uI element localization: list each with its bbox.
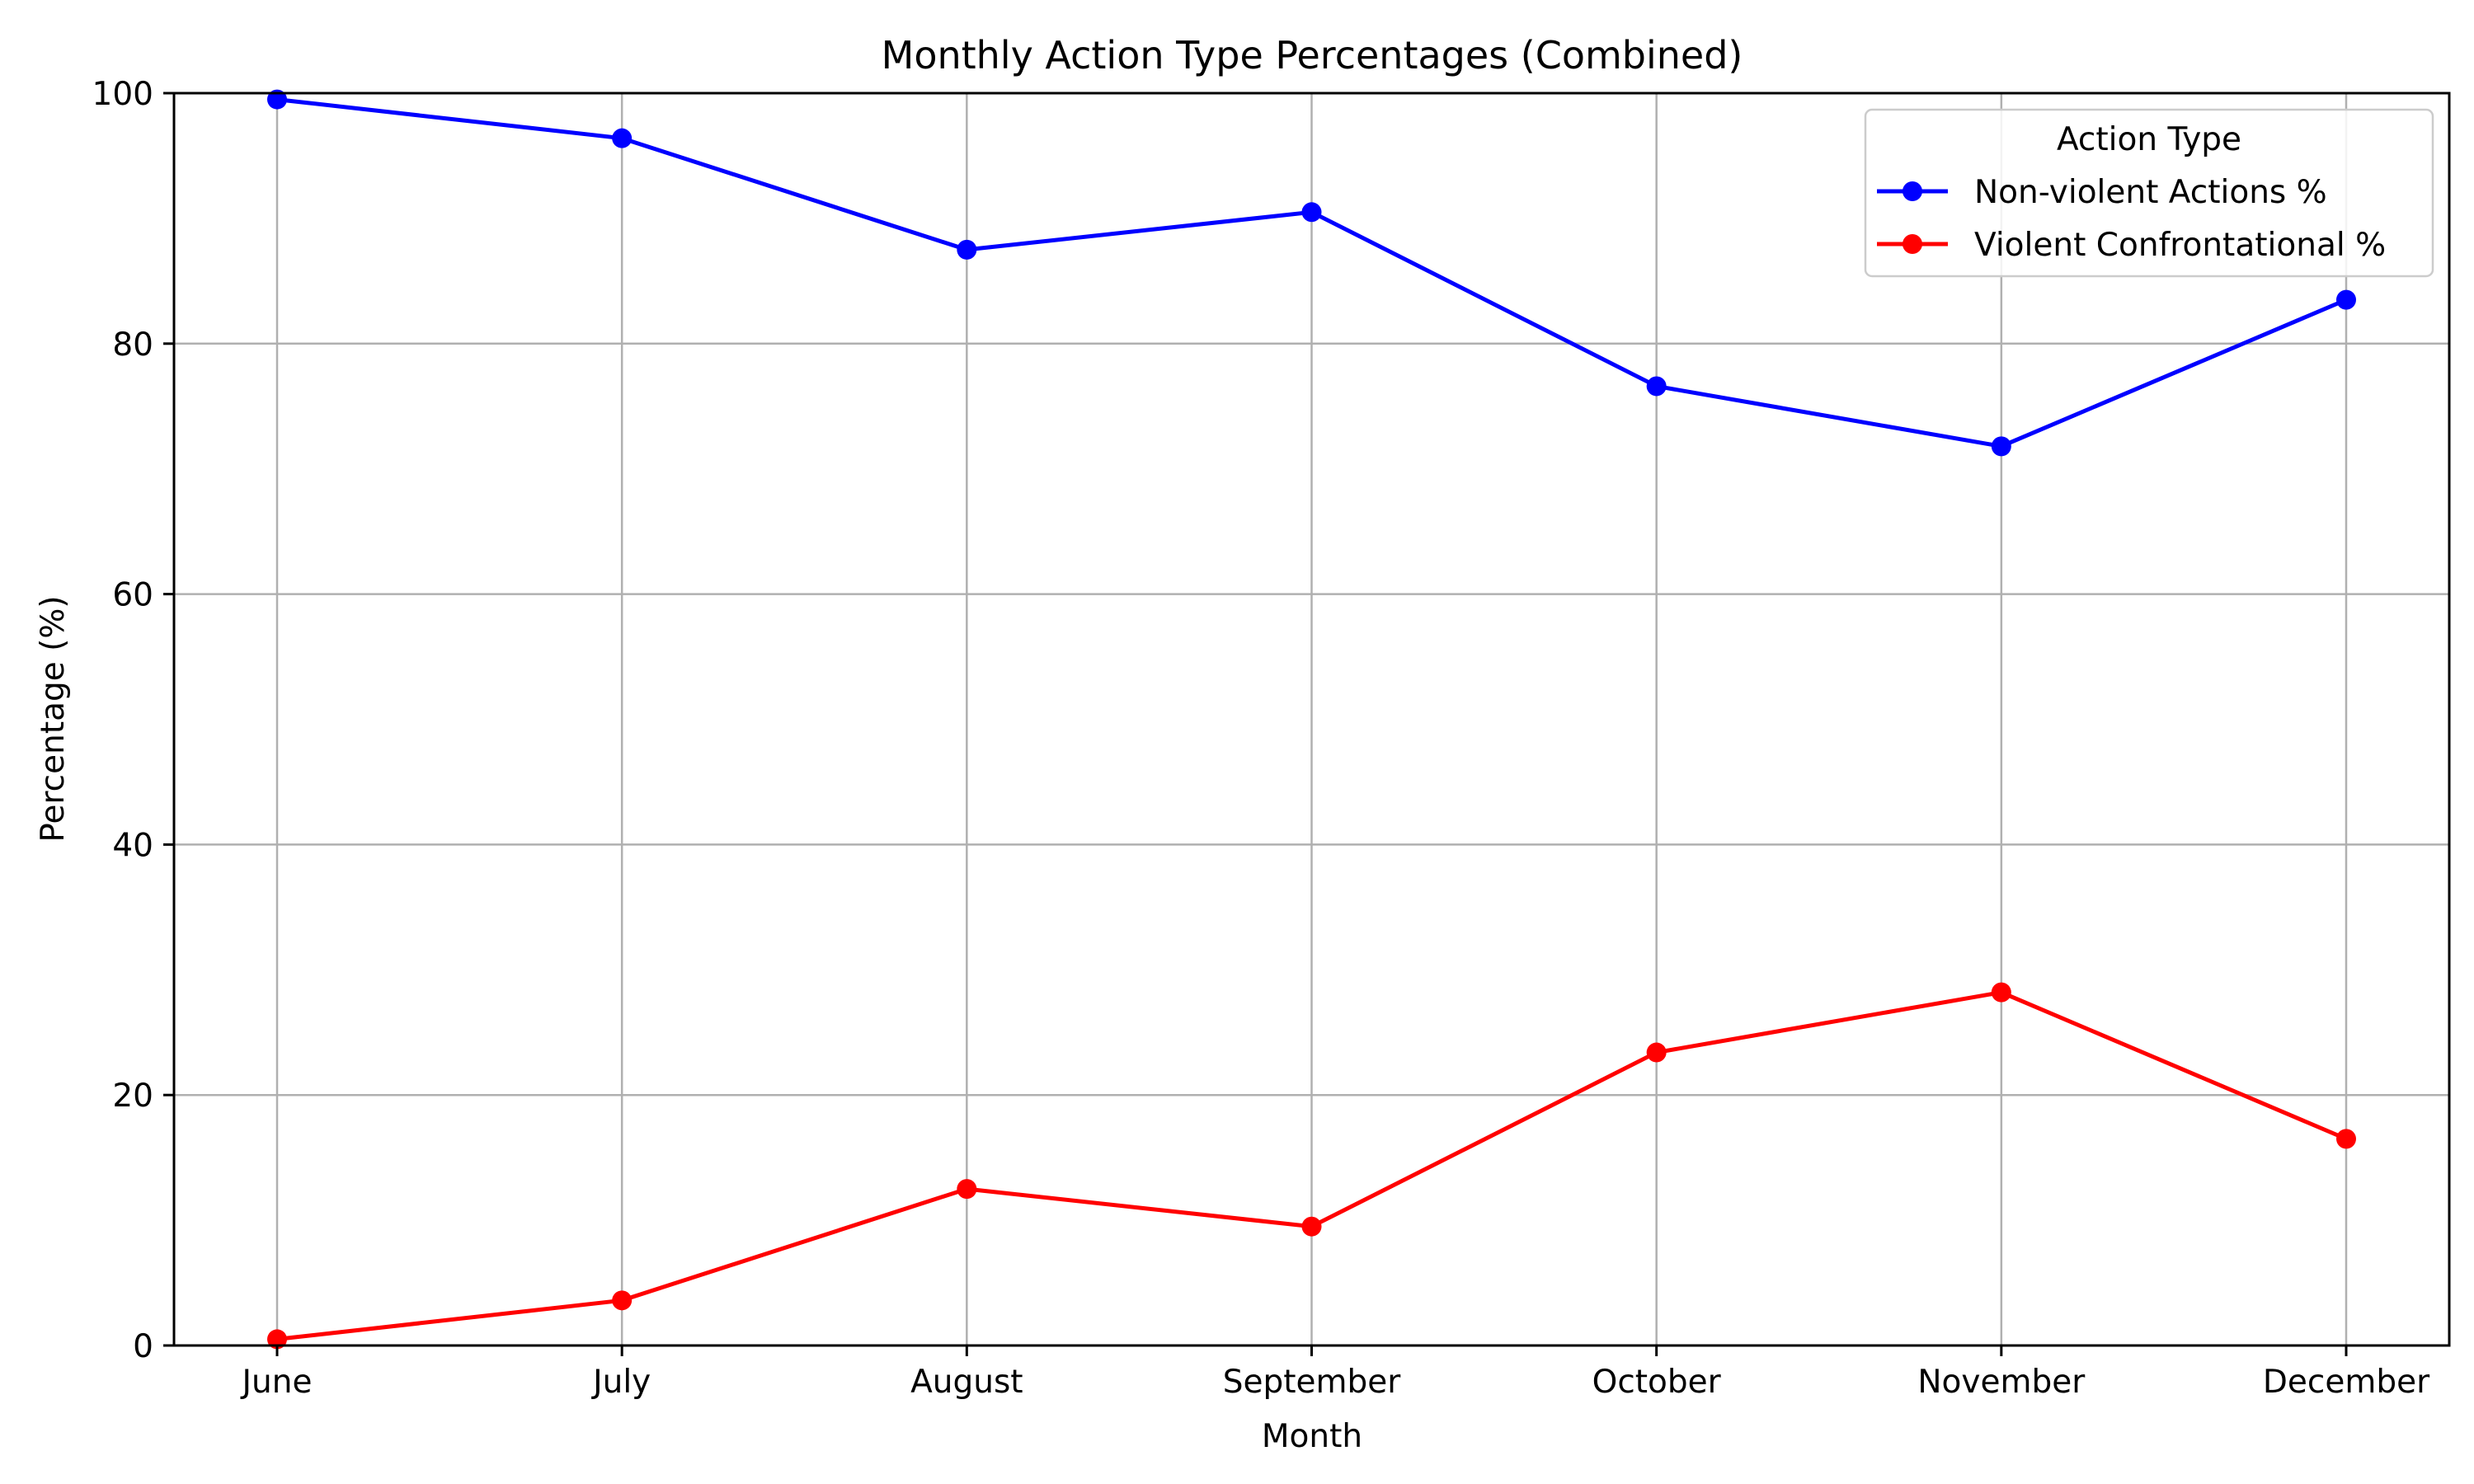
legend-marker-1: [1903, 181, 1922, 201]
series-point-2: [957, 1179, 977, 1200]
legend-label-1: Non-violent Actions %: [1974, 174, 2327, 211]
series-point-1: [1991, 436, 2011, 457]
legend-marker-2: [1903, 234, 1922, 254]
series-point-2: [612, 1290, 633, 1311]
series-point-2: [1991, 982, 2011, 1003]
legend-label-2: Violent Confrontational %: [1974, 227, 2386, 264]
series-point-1: [957, 239, 977, 260]
series-point-2: [1646, 1042, 1667, 1063]
chart-title: Monthly Action Type Percentages (Combine…: [882, 33, 1743, 77]
legend-title: Action Type: [2057, 121, 2241, 158]
x-axis-label: Month: [1262, 1418, 1362, 1455]
x-tick-label: September: [1223, 1364, 1402, 1401]
series-layer: [267, 89, 2356, 1350]
y-tick-label: 40: [112, 827, 153, 864]
series-point-1: [1646, 376, 1667, 397]
series-point-1: [2336, 289, 2356, 310]
x-tick-label: October: [1592, 1364, 1722, 1401]
grid-layer: [174, 92, 2449, 1347]
legend-box: [1864, 108, 2434, 278]
x-tick-label: December: [2263, 1364, 2430, 1401]
x-tick-label: June: [240, 1364, 313, 1401]
series-point-2: [1301, 1216, 1322, 1237]
series-point-1: [267, 89, 287, 110]
x-tick-label: November: [1917, 1364, 2086, 1401]
axis-layer: June July August September October November De…: [92, 76, 2431, 1401]
y-tick-label: 0: [133, 1328, 153, 1365]
y-tick-label: 20: [112, 1078, 153, 1115]
x-tick-label: August: [910, 1364, 1023, 1401]
y-tick-label: 60: [112, 577, 153, 614]
legend-entries: Non-violent Actions % Violent Confrontati…: [1877, 174, 2386, 264]
series-point-1: [1301, 202, 1322, 223]
series-point-2: [2336, 1129, 2356, 1149]
y-tick-label: 80: [112, 326, 153, 364]
legend: Action Type Non-violent Actions % Violent…: [1864, 108, 2434, 278]
y-axis-label: Percentage (%): [35, 595, 72, 842]
y-tick-label: 100: [92, 76, 153, 113]
series-point-1: [612, 128, 633, 148]
series-point-2: [267, 1329, 287, 1350]
x-tick-label: July: [590, 1364, 651, 1401]
